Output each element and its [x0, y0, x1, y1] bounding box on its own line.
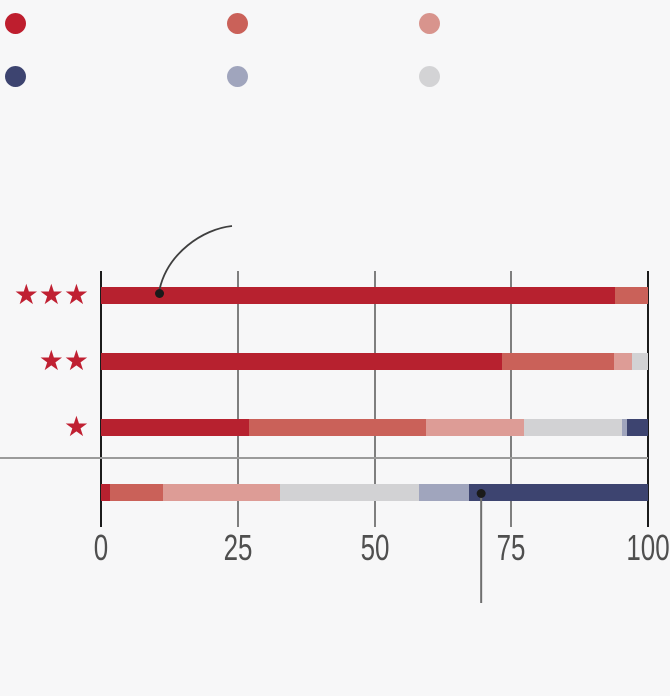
legend-navy-dot	[4, 65, 26, 87]
tick-label-75: 75	[496, 527, 526, 568]
segment-salmon-2-star	[501, 353, 615, 370]
segment-light-gray-no-star	[279, 484, 419, 501]
legend-pink-dot	[418, 12, 440, 34]
segment-light-gray-2-star	[632, 353, 648, 370]
legend-dark-red-dot	[4, 12, 26, 34]
segment-dark-red-3-star	[101, 287, 616, 304]
segment-pink-2-star	[614, 353, 633, 370]
segment-blue-gray-no-star	[418, 484, 469, 501]
segment-dark-red-1-star	[101, 419, 249, 436]
star-label-2-stars: ★★	[38, 344, 89, 377]
gridline-25	[236, 271, 239, 527]
tick-label-25: 25	[223, 527, 253, 568]
segment-dark-red-no-star	[101, 484, 110, 501]
category-divider-line	[0, 457, 648, 459]
bar-1-star	[101, 419, 648, 436]
segment-light-gray-1-star	[523, 419, 623, 436]
segment-salmon-no-star	[109, 484, 164, 501]
bar-2-star	[101, 353, 648, 370]
legend-blue-gray-dot	[226, 65, 248, 87]
gridline-75	[510, 271, 513, 527]
segment-salmon-1-star	[248, 419, 426, 436]
legend-salmon-dot	[226, 12, 248, 34]
segment-dark-red-2-star	[101, 353, 502, 370]
annotation-curve	[158, 225, 233, 290]
star-label-3-stars: ★★★	[13, 278, 89, 311]
segment-blue-gray-1-star	[622, 419, 627, 436]
segment-navy-no-star	[468, 484, 648, 501]
tick-label-50: 50	[360, 527, 389, 568]
segment-navy-1-star	[626, 419, 648, 436]
tick-label-0: 0	[93, 527, 109, 568]
axis-line-0	[100, 271, 102, 527]
bar-3-star	[101, 287, 648, 304]
gridline-50	[373, 271, 376, 527]
segment-salmon-3-star	[615, 287, 648, 304]
segment-pink-1-star	[425, 419, 524, 436]
tick-label-100: 100	[626, 527, 670, 568]
segment-pink-no-star	[163, 484, 280, 501]
legend-light-gray-dot	[418, 65, 440, 87]
axis-line-100	[647, 271, 649, 527]
star-label-1-stars: ★	[63, 410, 89, 443]
bar-no-star	[101, 484, 648, 501]
